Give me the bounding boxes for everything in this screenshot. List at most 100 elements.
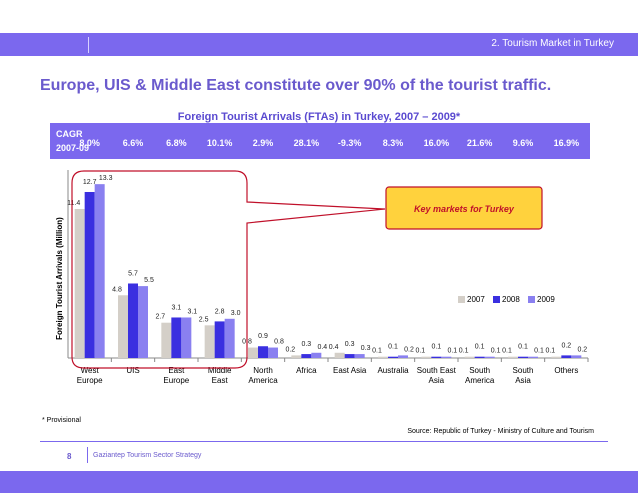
x-tick-label: Europe — [77, 376, 103, 385]
page-number: 8 — [67, 452, 72, 461]
data-label: 12.7 — [83, 179, 97, 186]
bar-2008 — [431, 356, 442, 358]
bar-2007 — [74, 208, 85, 358]
data-label: 0.9 — [258, 333, 268, 340]
data-label: 3.1 — [187, 308, 197, 315]
cagr-value: 8.3% — [382, 138, 404, 148]
x-tick-label: Others — [554, 366, 578, 375]
bar-2008 — [301, 354, 312, 358]
data-label: 0.1 — [502, 348, 512, 355]
key-markets-highlight — [71, 170, 386, 369]
cagr-value: 6.6% — [122, 138, 144, 148]
bar-2008 — [518, 356, 528, 358]
x-tick-label: UIS — [126, 366, 139, 375]
bar-2008 — [474, 356, 485, 358]
data-label: 13.3 — [99, 175, 113, 182]
cagr-value: 2.9% — [252, 138, 274, 148]
data-label: 0.1 — [459, 348, 469, 355]
x-tick-label: Asia — [429, 376, 445, 385]
bar-2007 — [508, 356, 518, 358]
x-tick-label: Europe — [163, 376, 189, 385]
x-tick-label: America — [465, 376, 495, 385]
bar-2007 — [464, 356, 475, 358]
x-tick-label: Asia — [515, 376, 531, 385]
legend-swatch-2007 — [458, 296, 465, 303]
bar-2008 — [561, 355, 572, 358]
data-label: 0.3 — [361, 345, 371, 352]
bar-2007 — [421, 356, 432, 358]
cagr-value: 21.6% — [466, 138, 493, 148]
cagr-label-line1: CAGR — [56, 129, 83, 139]
bar-2008 — [214, 321, 225, 358]
cagr-value: 6.8% — [166, 138, 187, 148]
x-tick-label: West — [81, 366, 100, 375]
cagr-value: 10.1% — [206, 138, 233, 148]
data-label: 3.0 — [231, 310, 241, 317]
data-label: 5.5 — [144, 277, 154, 284]
bar-2007 — [291, 355, 302, 358]
x-tick-label: East Asia — [333, 366, 367, 375]
data-label: 0.1 — [534, 348, 544, 355]
bar-2009 — [571, 355, 582, 358]
data-label: 0.4 — [317, 344, 327, 351]
bar-2009 — [528, 356, 538, 358]
bar-2009 — [398, 355, 408, 358]
x-tick-label: South — [469, 366, 490, 375]
bar-2007 — [204, 325, 215, 358]
data-label: 3.1 — [171, 304, 181, 311]
data-label: 5.7 — [128, 270, 138, 277]
data-label: 0.1 — [545, 348, 555, 355]
bar-2007 — [248, 347, 258, 358]
section-label: 2. Tourism Market in Turkey — [491, 38, 614, 49]
bar-2009 — [181, 317, 192, 358]
x-tick-label: Africa — [296, 366, 317, 375]
footer-separator — [87, 447, 88, 463]
cagr-bar: CAGR 2007-09 8.0% 6.6% 6.8% 10.1% 2.9% 28.1% -… — [50, 123, 590, 159]
bar-2009 — [311, 352, 322, 358]
data-label: 0.1 — [475, 344, 485, 351]
cagr-value: 16.0% — [423, 138, 450, 148]
legend-swatch-2009 — [528, 296, 535, 303]
x-tick-label: North — [253, 366, 273, 375]
bar-2009 — [441, 356, 452, 358]
data-label: 0.1 — [518, 344, 528, 351]
data-label: 2.7 — [155, 314, 165, 321]
data-label: 0.2 — [561, 342, 571, 349]
bar-2009 — [224, 318, 235, 358]
document-title: Gaziantep Tourism Sector Strategy — [93, 452, 202, 459]
legend-swatch-2008 — [493, 296, 500, 303]
data-label: 2.5 — [199, 316, 209, 323]
bar-2008 — [388, 356, 398, 358]
x-tick-label: South East — [417, 366, 457, 375]
bar-2007 — [551, 356, 562, 358]
data-label: 0.1 — [372, 348, 382, 355]
data-label: 0.3 — [345, 341, 355, 348]
cagr-value: 16.9% — [553, 138, 580, 148]
bar-2008 — [344, 354, 355, 358]
x-tick-label: America — [248, 376, 278, 385]
chart-title: Foreign Tourist Arrivals (FTAs) in Turke… — [177, 111, 461, 123]
bar-2008 — [171, 317, 182, 358]
cagr-value: 8.0% — [79, 138, 100, 148]
bar-2009 — [268, 347, 278, 358]
bar-2007 — [378, 356, 388, 358]
x-tick-label: Australia — [377, 366, 409, 375]
bar-2009 — [354, 354, 365, 358]
callout-box — [385, 186, 543, 230]
cagr-value: -9.3% — [337, 138, 362, 148]
footer-divider — [40, 441, 608, 442]
data-label: 0.2 — [577, 346, 587, 353]
bar-2008 — [258, 346, 268, 358]
bar-2009 — [484, 356, 495, 358]
bar-2007 — [161, 322, 172, 358]
data-label: 4.8 — [112, 286, 122, 293]
cagr-value: 28.1% — [293, 138, 320, 148]
bar-2008 — [84, 191, 95, 358]
bar-2009 — [138, 286, 148, 358]
cagr-value: 9.6% — [512, 138, 534, 148]
top-banner: 2. Tourism Market in Turkey — [0, 33, 638, 56]
source-note: Source: Republic of Turkey - Ministry of… — [407, 428, 594, 435]
data-label: 0.8 — [274, 339, 284, 346]
bar-2009 — [94, 184, 105, 358]
